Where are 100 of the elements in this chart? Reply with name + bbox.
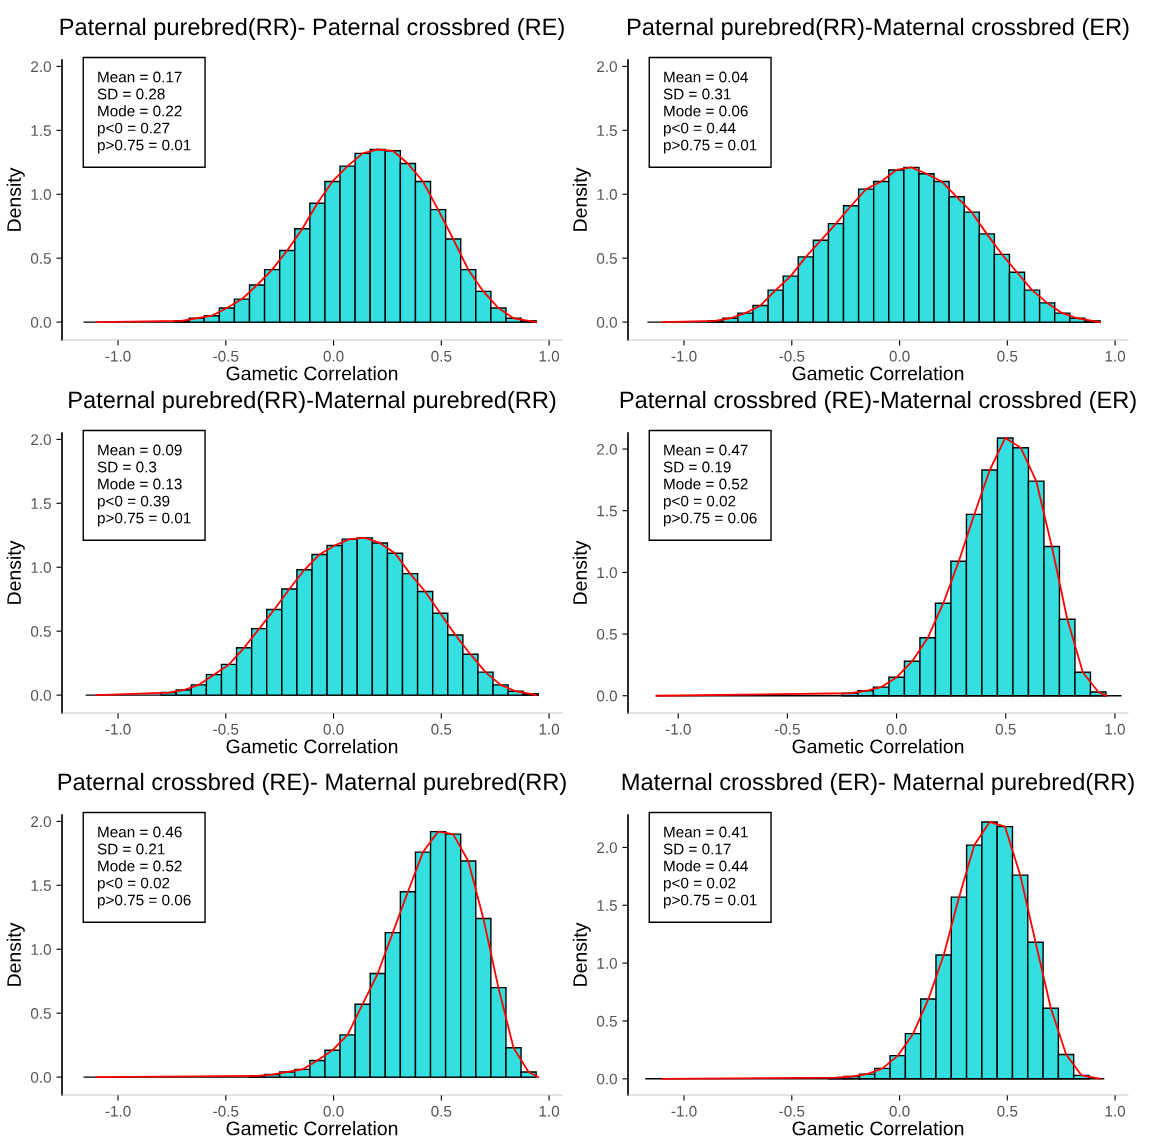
x-axis-title: Gametic Correlation xyxy=(792,1121,964,1136)
annotation: p<0 = 0.44 xyxy=(663,122,736,137)
y-tick-label: 0.0 xyxy=(30,1071,51,1083)
x-tick-label: 0.5 xyxy=(997,1105,1018,1117)
y-axis-title: Density xyxy=(6,540,25,604)
x-tick-label: 0.0 xyxy=(889,350,910,362)
annotation: Mean = 0.46 xyxy=(98,826,182,838)
y-axis-title: Density xyxy=(6,167,25,231)
annotation: Mean = 0.47 xyxy=(664,444,748,456)
annotation: p<0 = 0.02 xyxy=(663,877,736,892)
y-tick-label: 2.0 xyxy=(31,434,51,446)
x-axis-title: Gametic Correlation xyxy=(226,1121,398,1136)
x-tick-label: 1.0 xyxy=(1105,350,1126,362)
x-tick-label: 0.0 xyxy=(323,1105,344,1117)
x-tick-label: 1.0 xyxy=(1105,723,1125,735)
y-tick-label: 0.5 xyxy=(596,253,617,264)
annotation: p>0.75 = 0.01 xyxy=(663,139,757,154)
y-tick-label: 0.5 xyxy=(596,628,617,640)
y-tick-label: 1.0 xyxy=(31,189,51,200)
annotation: p<0 = 0.39 xyxy=(97,495,170,510)
x-tick-label: -1.0 xyxy=(665,723,691,735)
x-tick-label: -0.5 xyxy=(213,350,239,362)
x-tick-label: 0.0 xyxy=(889,1105,910,1117)
y-tick-label: 0.0 xyxy=(596,1073,617,1085)
annotation: p>0.75 = 0.06 xyxy=(663,512,757,527)
y-tick-label: 1.0 xyxy=(31,944,51,955)
y-tick-label: 1.0 xyxy=(597,567,617,579)
x-tick-label: 1.0 xyxy=(539,723,560,735)
x-tick-label: 0.5 xyxy=(995,723,1016,735)
x-tick-label: -1.0 xyxy=(105,1105,131,1117)
y-tick-label: 1.0 xyxy=(597,189,617,200)
annotation: p<0 = 0.02 xyxy=(663,495,736,510)
x-axis-title: Gametic Correlation xyxy=(792,366,964,381)
annotation: SD = 0.21 xyxy=(97,843,165,855)
x-tick-label: -0.5 xyxy=(779,1105,805,1117)
x-tick-label: 1.0 xyxy=(1105,1105,1126,1117)
x-tick-label: -0.5 xyxy=(213,1105,239,1117)
x-tick-label: 0.5 xyxy=(431,350,452,362)
chart-title: Paternal purebred(RR)- Paternal crossbred (RE) xyxy=(60,17,564,40)
x-tick-label: -0.5 xyxy=(213,723,239,735)
y-tick-label: 0.0 xyxy=(30,689,51,701)
y-tick-label: 1.5 xyxy=(597,505,617,517)
annotation: Mean = 0.41 xyxy=(664,826,748,838)
annotation: Mode = 0.06 xyxy=(664,105,748,117)
annotation: Mean = 0.04 xyxy=(664,71,748,83)
chart-title: Paternal purebred(RR)-Maternal crossbred (ER) xyxy=(628,17,1129,40)
annotation: p>0.75 = 0.01 xyxy=(97,512,191,527)
y-tick-label: 1.0 xyxy=(31,562,51,573)
x-tick-label: -1.0 xyxy=(671,1105,697,1117)
y-tick-label: 1.5 xyxy=(31,880,51,892)
y-tick-label: 0.5 xyxy=(30,1008,51,1019)
chart-title: Maternal crossbred (ER)- Maternal purebred(RR) xyxy=(622,772,1134,795)
y-tick-label: 0.5 xyxy=(30,626,51,637)
annotation: SD = 0.3 xyxy=(97,461,157,473)
annotation: p<0 = 0.02 xyxy=(97,877,170,892)
x-tick-label: -0.5 xyxy=(779,350,805,362)
y-tick-label: 0.0 xyxy=(596,316,617,328)
x-tick-label: 0.5 xyxy=(431,723,452,735)
x-tick-label: -1.0 xyxy=(671,350,697,362)
y-axis-title: Density xyxy=(572,922,591,986)
annotation: p>0.75 = 0.01 xyxy=(97,139,191,154)
y-tick-label: 0.5 xyxy=(596,1015,617,1027)
y-tick-label: 1.5 xyxy=(597,900,617,911)
annotation: Mode = 0.52 xyxy=(664,478,748,490)
y-axis-title: Density xyxy=(6,922,25,986)
x-tick-label: 0.5 xyxy=(997,350,1018,362)
y-tick-label: 2.0 xyxy=(597,842,617,854)
chart-title: Paternal crossbred (RE)-Maternal crossbred (ER) xyxy=(620,390,1136,413)
x-axis-title: Gametic Correlation xyxy=(226,739,398,754)
x-tick-label: 0.0 xyxy=(323,723,344,735)
y-tick-label: 1.0 xyxy=(597,957,617,969)
x-tick-label: -1.0 xyxy=(105,723,131,735)
chart-title: Paternal purebred(RR)-Maternal purebred(RR) xyxy=(69,390,556,413)
annotation: Mode = 0.52 xyxy=(98,860,182,872)
y-axis-title: Density xyxy=(572,540,591,604)
x-tick-label: 0.5 xyxy=(431,1105,452,1117)
annotation: SD = 0.31 xyxy=(663,88,731,100)
y-tick-label: 2.0 xyxy=(597,443,617,455)
annotation: Mode = 0.22 xyxy=(98,105,182,117)
annotation: p>0.75 = 0.01 xyxy=(663,894,757,909)
chart-title: Paternal crossbred (RE)- Maternal purebred(RR) xyxy=(58,772,566,795)
annotation: Mean = 0.09 xyxy=(98,444,182,456)
y-tick-label: 0.0 xyxy=(596,690,617,702)
annotation: Mean = 0.17 xyxy=(98,71,182,83)
x-axis-title: Gametic Correlation xyxy=(792,739,964,754)
y-tick-label: 1.5 xyxy=(31,498,51,510)
y-tick-label: 0.0 xyxy=(30,316,51,328)
annotation: Mode = 0.44 xyxy=(664,860,748,872)
annotation: p<0 = 0.27 xyxy=(97,122,170,137)
x-tick-label: 0.0 xyxy=(323,350,344,362)
y-tick-label: 2.0 xyxy=(597,61,617,73)
x-axis-title: Gametic Correlation xyxy=(226,366,398,381)
annotation: SD = 0.19 xyxy=(663,461,731,473)
annotation: p>0.75 = 0.06 xyxy=(97,894,191,909)
x-tick-label: -1.0 xyxy=(105,350,131,362)
y-tick-label: 0.5 xyxy=(30,253,51,264)
annotation: Mode = 0.13 xyxy=(98,478,182,490)
annotation: SD = 0.17 xyxy=(663,843,731,855)
annotation: SD = 0.28 xyxy=(97,88,165,100)
x-tick-label: 1.0 xyxy=(539,1105,560,1117)
